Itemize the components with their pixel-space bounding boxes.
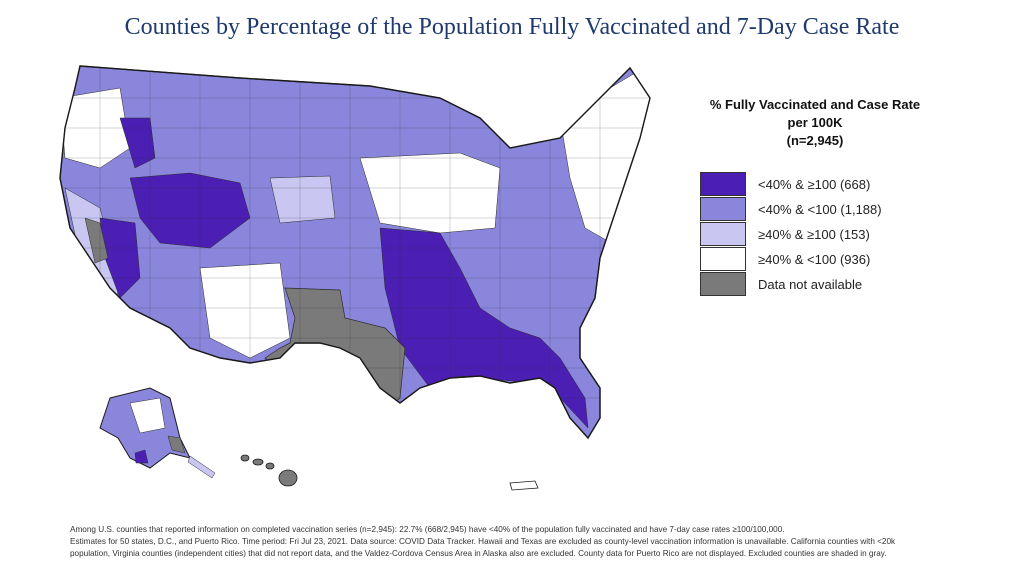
legend-swatch (700, 272, 746, 296)
legend-item: ≥40% & ≥100 (153) (700, 222, 1000, 246)
legend-item: <40% & ≥100 (668) (700, 172, 1000, 196)
legend-item: Data not available (700, 272, 1000, 296)
legend-title-line2: (n=2,945) (786, 133, 844, 148)
legend-title-line1: % Fully Vaccinated and Case Rate per 100… (709, 97, 921, 130)
legend-label: Data not available (758, 276, 863, 292)
footnote: Among U.S. counties that reported inform… (70, 524, 1010, 560)
legend-item: <40% & <100 (1,188) (700, 197, 1000, 221)
alaska (99, 387, 216, 479)
map-title: Counties by Percentage of the Population… (124, 14, 900, 40)
footnote-line2: Estimates for 50 states, D.C., and Puert… (70, 537, 896, 546)
region-mountain-dark (129, 172, 251, 249)
puerto-rico (509, 480, 539, 491)
legend-swatch (700, 197, 746, 221)
us-county-map (59, 65, 651, 491)
legend-item: ≥40% & <100 (936) (700, 247, 1000, 271)
region-southwest-white (199, 262, 291, 359)
footnote-line3: population, Virginia counties (independe… (70, 549, 887, 558)
legend-title: % Fully Vaccinated and Case Rate per 100… (700, 96, 930, 150)
legend: % Fully Vaccinated and Case Rate per 100… (700, 96, 1000, 297)
region-upper-midwest-white (359, 152, 501, 234)
contiguous-us-outline (59, 65, 651, 440)
legend-label: <40% & <100 (1,188) (758, 201, 882, 217)
legend-items: <40% & ≥100 (668) <40% & <100 (1,188) ≥40%… (700, 172, 1000, 296)
legend-swatch (700, 247, 746, 271)
legend-label: ≥40% & <100 (936) (758, 251, 871, 267)
legend-label: ≥40% & ≥100 (153) (758, 226, 870, 242)
legend-swatch (700, 222, 746, 246)
region-central-light (269, 175, 336, 224)
legend-swatch (700, 172, 746, 196)
hawaii (240, 454, 298, 487)
legend-label: <40% & ≥100 (668) (758, 176, 871, 192)
footnote-line1: Among U.S. counties that reported inform… (70, 525, 785, 534)
